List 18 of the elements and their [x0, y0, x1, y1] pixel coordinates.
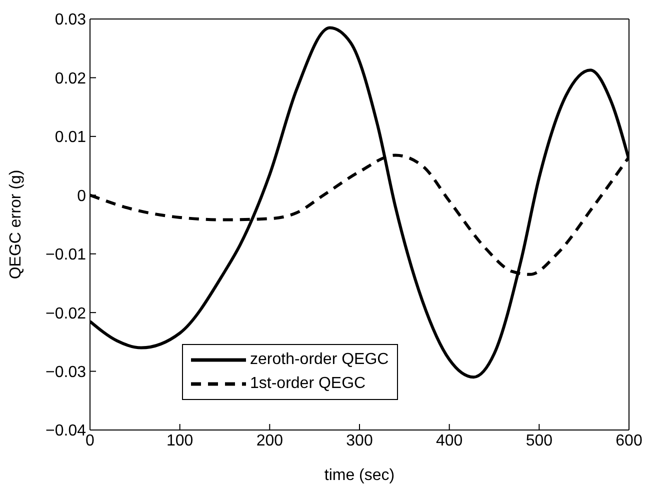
y-tick-label: 0	[77, 188, 86, 205]
x-axis-title: time (sec)	[324, 467, 395, 484]
y-tick-label: −0.02	[46, 305, 86, 322]
x-tick-label: 400	[436, 432, 463, 450]
x-tick-label: 100	[166, 432, 194, 450]
legend-label: zeroth-order QEGC	[250, 350, 389, 370]
legend-label: 1st-order QEGC	[250, 374, 366, 394]
y-tick-label: −0.01	[46, 246, 86, 264]
x-tick-label: 200	[256, 432, 284, 450]
y-tick-label: −0.04	[46, 422, 86, 440]
y-tick-label: 0.03	[54, 12, 86, 29]
x-tick-label: 500	[526, 432, 553, 450]
y-tick-label: −0.03	[46, 364, 86, 381]
x-tick-label: 600	[616, 432, 642, 450]
y-axis-title: QEGC error (g)	[8, 170, 25, 280]
y-tick-label: 0.02	[54, 70, 86, 88]
x-tick-label: 300	[346, 432, 373, 450]
y-tick-label: 0.01	[54, 129, 86, 146]
